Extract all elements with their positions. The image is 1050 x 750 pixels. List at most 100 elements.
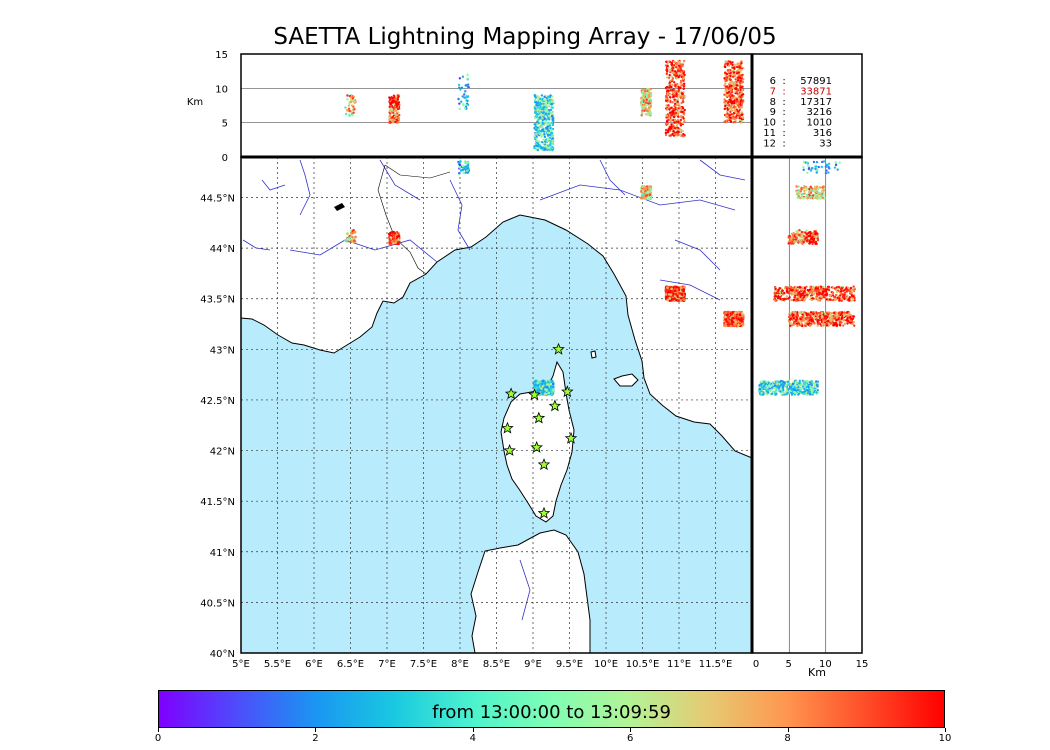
- lightning-source: [791, 242, 795, 245]
- lightning-source: [347, 104, 351, 107]
- lightning-source: [806, 391, 810, 395]
- lightning-source: [668, 297, 672, 300]
- star-icon: [504, 387, 518, 400]
- lightning-source: [849, 317, 852, 320]
- lightning-source: [839, 290, 843, 293]
- lightning-source: [648, 102, 651, 105]
- lightning-source: [666, 108, 669, 111]
- lightning-source: [758, 387, 762, 391]
- lightning-source: [805, 316, 808, 320]
- lightning-source: [777, 288, 780, 292]
- lightning-source: [804, 322, 807, 325]
- lightning-source: [822, 294, 825, 297]
- lightning-source: [392, 99, 395, 102]
- lightning-source: [671, 132, 674, 136]
- map-panel[interactable]: [240, 156, 753, 654]
- lightning-source: [825, 298, 828, 301]
- lightning-source: [804, 324, 807, 327]
- lightning-source: [466, 167, 469, 170]
- lightning-source: [681, 129, 684, 133]
- lightning-source: [551, 123, 555, 127]
- lightning-source: [538, 97, 542, 101]
- lightning-source: [346, 94, 349, 97]
- lightning-source: [664, 131, 668, 134]
- lightning-source: [641, 90, 645, 93]
- lightning-source: [815, 165, 818, 168]
- lightning-source: [800, 239, 803, 242]
- lightning-source: [782, 391, 785, 395]
- lightning-source: [800, 320, 803, 323]
- lat-tick-label: 44.5°N: [200, 193, 235, 204]
- lightning-source: [790, 288, 793, 292]
- lightning-source: [723, 98, 726, 101]
- lightning-source: [465, 103, 468, 107]
- lightning-source: [649, 188, 653, 191]
- lightning-source: [787, 236, 790, 239]
- lightning-source: [812, 312, 815, 316]
- lightning-source: [826, 312, 829, 315]
- lat-tick-label: 40.5°N: [200, 598, 235, 609]
- lightning-source: [778, 385, 781, 388]
- lightning-source: [463, 107, 467, 110]
- lightning-source: [726, 103, 729, 107]
- lightning-source: [647, 104, 650, 108]
- lightning-source: [548, 133, 551, 136]
- lightning-source: [836, 287, 840, 291]
- lightning-source: [671, 113, 674, 116]
- lightning-source: [832, 286, 835, 289]
- lightning-source: [672, 129, 675, 133]
- lightning-source: [784, 384, 788, 387]
- lightning-source: [790, 293, 793, 296]
- altitude-tick-label: 15: [215, 50, 228, 61]
- lightning-source: [668, 60, 671, 63]
- lightning-source: [813, 189, 816, 192]
- lightning-source: [838, 161, 841, 164]
- lightning-source: [836, 296, 839, 299]
- colorbar-tick-label: 4: [469, 733, 476, 744]
- lightning-source: [540, 94, 544, 97]
- lightning-source: [827, 162, 831, 166]
- lightning-source: [539, 107, 542, 110]
- lightning-source: [829, 313, 832, 317]
- lightning-source: [543, 135, 547, 139]
- lightning-source: [833, 313, 837, 317]
- lightning-source: [808, 190, 811, 193]
- lightning-source: [817, 311, 820, 315]
- lightning-source: [725, 112, 728, 116]
- lightning-source: [800, 186, 803, 190]
- lightning-source: [549, 140, 553, 143]
- lightning-source: [774, 289, 777, 293]
- lightning-source: [676, 100, 679, 103]
- lightning-source: [674, 65, 678, 69]
- lightning-source: [394, 113, 398, 117]
- lightning-source: [726, 108, 729, 111]
- latitude-altitude-panel[interactable]: [751, 156, 863, 654]
- lightning-source: [770, 392, 774, 396]
- lightning-source: [726, 110, 729, 113]
- lightning-source: [833, 166, 837, 169]
- lightning-source: [805, 193, 809, 197]
- lightning-source: [547, 380, 550, 384]
- lightning-source: [536, 148, 540, 152]
- lightning-source: [671, 69, 674, 72]
- star-icon: [561, 385, 574, 398]
- lightning-source: [461, 95, 464, 98]
- lightning-source: [805, 389, 809, 392]
- lightning-source: [671, 67, 674, 70]
- lightning-source: [536, 388, 540, 392]
- altitude-longitude-panel[interactable]: [240, 53, 753, 158]
- lightning-source: [547, 388, 551, 391]
- lightning-source: [546, 99, 550, 103]
- lightning-source: [724, 82, 727, 85]
- lightning-source: [466, 171, 470, 174]
- lightning-source: [806, 161, 809, 164]
- lightning-source: [551, 95, 554, 98]
- lightning-source: [824, 171, 828, 175]
- lightning-source: [395, 109, 398, 112]
- lightning-source: [740, 94, 744, 97]
- lightning-source: [816, 314, 819, 317]
- lightning-source: [730, 84, 733, 87]
- lightning-source: [648, 193, 652, 197]
- lightning-source: [542, 111, 545, 114]
